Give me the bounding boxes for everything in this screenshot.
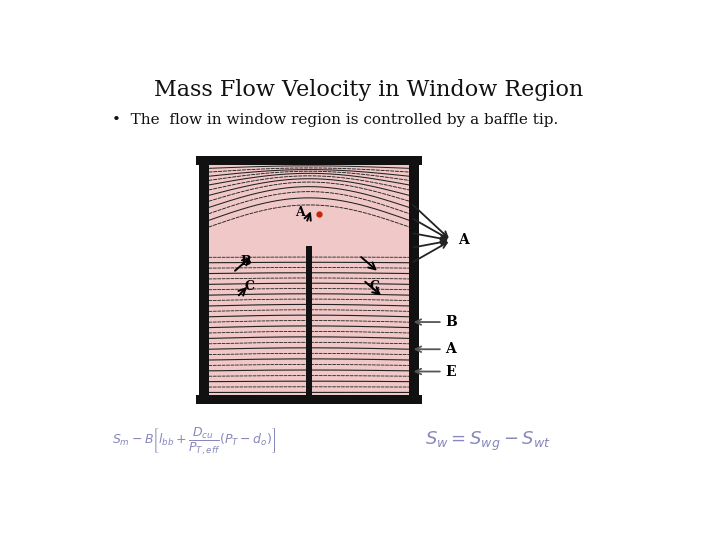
Text: E: E [446, 364, 456, 379]
Bar [196, 395, 422, 404]
Text: C: C [245, 280, 255, 293]
Bar [196, 156, 422, 165]
Bar [409, 156, 419, 404]
Text: •  The  flow in window region is controlled by a baffle tip.: • The flow in window region is controlle… [112, 113, 559, 126]
Text: A: A [446, 342, 456, 356]
Text: B: B [241, 255, 251, 268]
Bar [199, 156, 209, 404]
Text: C: C [369, 280, 379, 293]
Text: B: B [446, 315, 457, 329]
Text: A: A [458, 233, 469, 247]
Bar [199, 156, 419, 404]
Text: $S_w = S_{wg} - S_{wt}$: $S_w = S_{wg} - S_{wt}$ [425, 429, 551, 453]
Text: A: A [295, 206, 305, 219]
Text: Mass Flow Velocity in Window Region: Mass Flow Velocity in Window Region [154, 79, 584, 102]
Bar [306, 246, 312, 395]
Text: $S_m - B\left[l_{bb}+\dfrac{D_{cu}}{P_{T,eff}}(P_T - d_o)\right]$: $S_m - B\left[l_{bb}+\dfrac{D_{cu}}{P_{T… [112, 426, 276, 457]
